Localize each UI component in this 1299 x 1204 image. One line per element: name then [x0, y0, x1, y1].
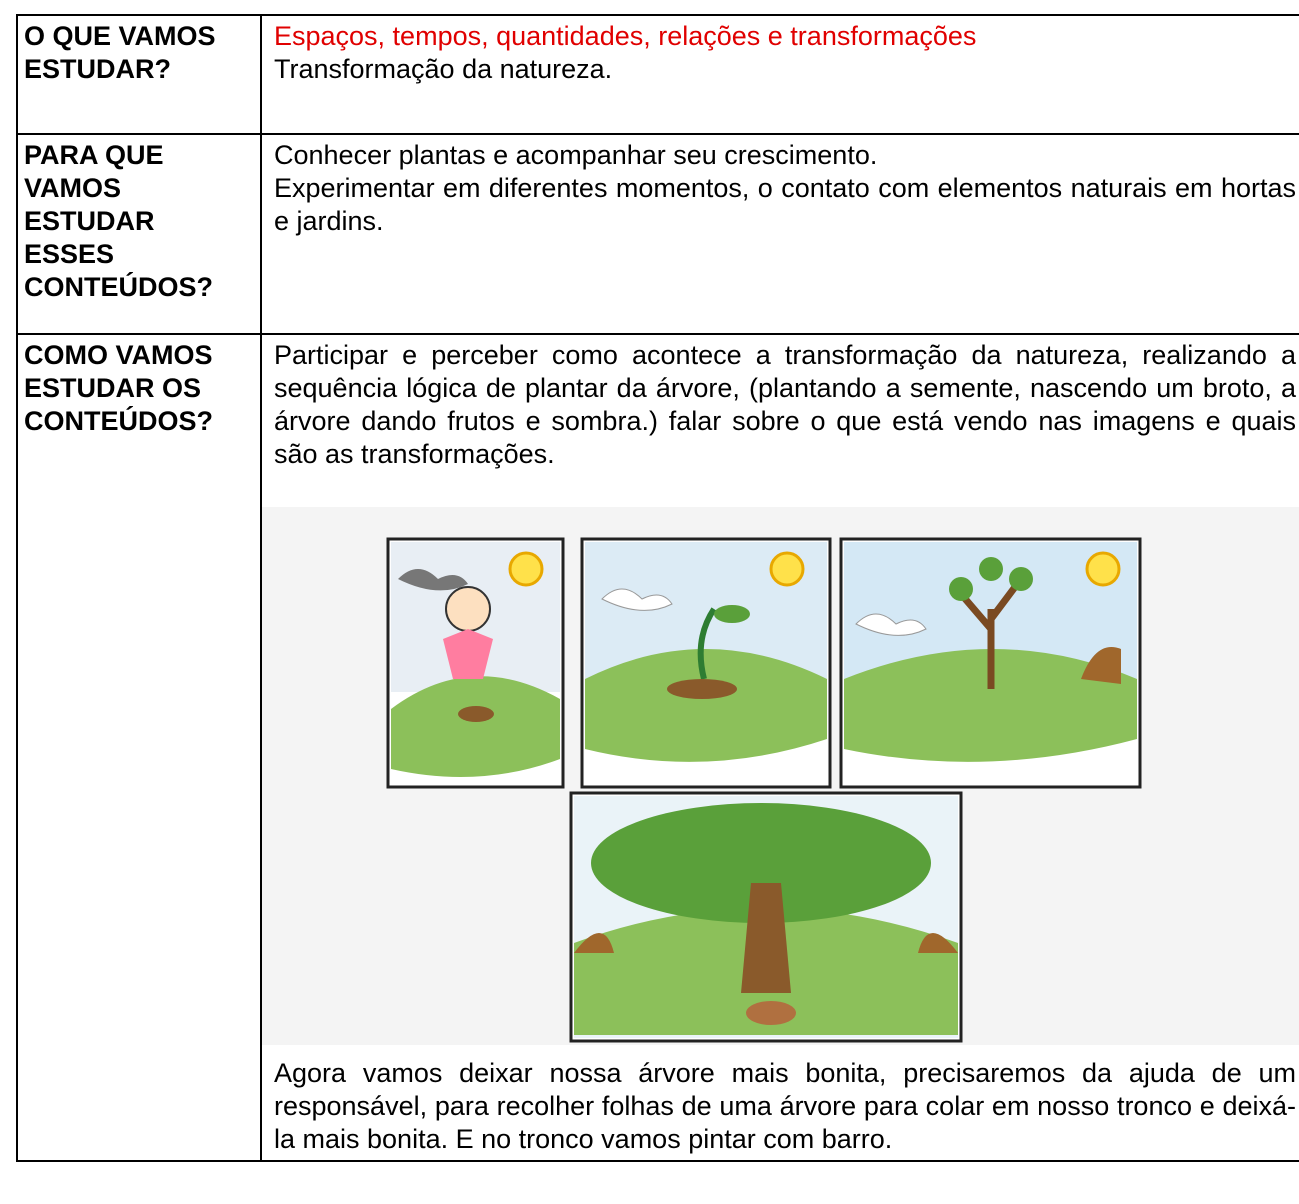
panel — [839, 537, 1142, 789]
illustrations — [386, 537, 1142, 1043]
panel — [569, 791, 963, 1043]
panel — [580, 537, 832, 789]
illustration-band — [262, 507, 1299, 1045]
label-line: VAMOS — [24, 173, 122, 203]
row-label: PARA QUE VAMOS ESTUDAR ESSES CONTEÚDOS? — [16, 133, 262, 335]
lesson-table: O QUE VAMOS ESTUDAR? Espaços, tempos, qu… — [16, 14, 1299, 1162]
panel — [386, 537, 565, 789]
row-content: Participar e perceber como acontece a tr… — [260, 333, 1299, 1162]
label-line: CONTEÚDOS? — [24, 272, 213, 302]
row-label: COMO VAMOS ESTUDAR OS CONTEÚDOS? — [16, 333, 262, 1162]
row: PARA QUE VAMOS ESTUDAR ESSES CONTEÚDOS? … — [16, 133, 1299, 335]
label-line: ESTUDAR? — [24, 54, 171, 84]
label-line: COMO VAMOS — [24, 340, 213, 370]
subtopic: Transformação da natureza. — [274, 54, 613, 84]
paragraph: Experimentar em diferentes momentos, o c… — [274, 173, 1296, 236]
row-content: Conhecer plantas e acompanhar seu cresci… — [260, 133, 1299, 335]
label-line: O QUE VAMOS — [24, 21, 216, 51]
row: COMO VAMOS ESTUDAR OS CONTEÚDOS? Partici… — [16, 333, 1299, 1162]
paragraph: Conhecer plantas e acompanhar seu cresci… — [274, 140, 878, 170]
label-line: ESTUDAR OS — [24, 373, 202, 403]
row: O QUE VAMOS ESTUDAR? Espaços, tempos, qu… — [16, 14, 1299, 135]
topic: Espaços, tempos, quantidades, relações e… — [274, 21, 977, 51]
label-line: ESSES — [24, 239, 115, 269]
row-content: Espaços, tempos, quantidades, relações e… — [260, 14, 1299, 135]
label-line: ESTUDAR — [24, 206, 155, 236]
paragraph: Participar e perceber como acontece a tr… — [274, 340, 1296, 469]
label-line: PARA QUE — [24, 140, 164, 170]
label-line: CONTEÚDOS? — [24, 406, 213, 436]
paragraph: Agora vamos deixar nossa árvore mais bon… — [274, 1058, 1296, 1154]
row-label: O QUE VAMOS ESTUDAR? — [16, 14, 262, 135]
